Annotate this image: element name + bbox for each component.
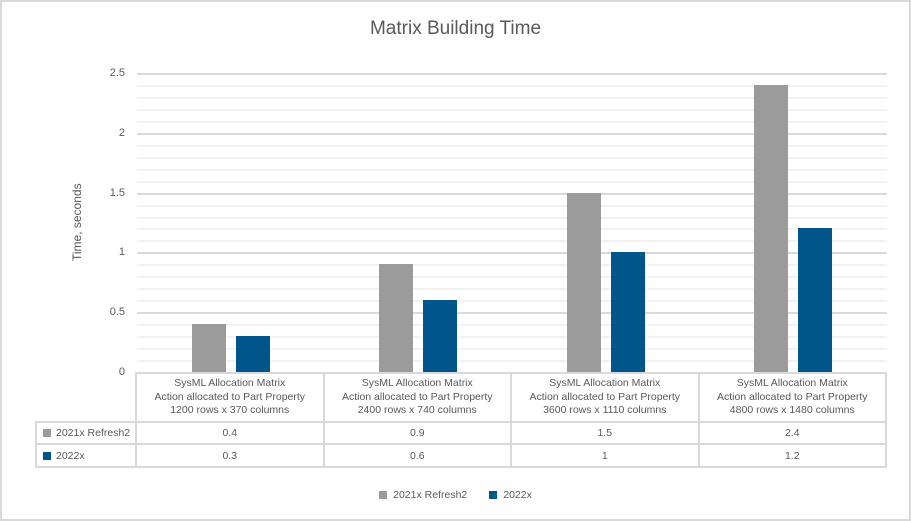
legend-key-swatch: [43, 429, 51, 437]
gridline-minor: [137, 205, 887, 207]
gridline-minor: [137, 300, 887, 302]
plot-area: [137, 73, 887, 372]
bar-2021x-refresh2: [191, 324, 226, 372]
category-label-line: 3600 rows x 1110 columns: [543, 404, 667, 417]
gridline-minor: [137, 181, 887, 183]
series-row-header: 2021x Refresh2: [35, 423, 137, 445]
gridline-minor: [137, 276, 887, 278]
chart-title: Matrix Building Time: [369, 18, 542, 39]
bar-group: [137, 73, 325, 372]
gridline-major: [137, 312, 887, 314]
value-cell: 1.2: [699, 445, 887, 468]
gridline-minor: [137, 360, 887, 362]
bar-2022x: [610, 252, 645, 372]
gridline-major: [137, 193, 887, 195]
bar-group: [700, 73, 888, 372]
legend-item: 2022x: [489, 489, 532, 501]
category-label-line: Action allocated to Part Property: [341, 390, 493, 403]
category-label-line: Action allocated to Part Property: [529, 390, 681, 403]
y-tick-label: 0: [118, 366, 125, 378]
bar-group: [325, 73, 513, 372]
value-cell: 0.9: [324, 423, 512, 445]
series-name-label: 2022x: [56, 449, 85, 462]
gridline-minor: [137, 157, 887, 159]
bar-group: [512, 73, 700, 372]
bar-2022x: [235, 336, 270, 372]
category-header-cell: SysML Allocation Matrix Action allocated …: [324, 372, 512, 423]
gridline-minor: [137, 264, 887, 266]
y-axis-title: Time, seconds: [70, 183, 84, 262]
legend-label: 2021x Refresh2: [393, 489, 468, 501]
gridline-minor: [137, 109, 887, 111]
gridline-major: [137, 73, 887, 75]
data-table: SysML Allocation Matrix Action allocated …: [35, 372, 887, 468]
y-tick-label: 1.5: [109, 187, 125, 199]
value-cell: 0.4: [137, 423, 325, 445]
gridline-major: [137, 133, 887, 135]
series-row-header: 2022x: [35, 445, 137, 468]
category-label-line: Action allocated to Part Property: [154, 390, 306, 403]
category-label-line: 2400 rows x 740 columns: [357, 404, 477, 417]
table-corner-cell: [35, 372, 137, 423]
category-label-line: SysML Allocation Matrix: [174, 376, 286, 389]
bar-2021x-refresh2: [754, 85, 789, 372]
category-label-line: SysML Allocation Matrix: [736, 376, 848, 389]
gridline-minor: [137, 85, 887, 87]
y-axis-ticks: 0 0.5 1 1.5 2 2.5: [90, 67, 130, 378]
category-label-line: 4800 rows x 1480 columns: [729, 404, 855, 417]
gridline-minor: [137, 336, 887, 338]
y-tick-label: 2: [118, 127, 125, 139]
category-header-cell: SysML Allocation Matrix Action allocated …: [512, 372, 700, 423]
bar-2021x-refresh2: [566, 193, 601, 372]
gridline-minor: [137, 121, 887, 123]
category-label-line: 1200 rows x 370 columns: [170, 404, 290, 417]
gridline-minor: [137, 324, 887, 326]
gridline-minor: [137, 169, 887, 171]
gridline-minor: [137, 348, 887, 350]
value-cell: 0.6: [324, 445, 512, 468]
category-header-cell: SysML Allocation Matrix Action allocated …: [137, 372, 325, 423]
gridline-minor: [137, 145, 887, 147]
value-cell: 0.3: [137, 445, 325, 468]
category-label-line: Action allocated to Part Property: [716, 390, 868, 403]
value-cell: 1: [512, 445, 700, 468]
bar-2022x: [798, 228, 833, 372]
category-label-line: SysML Allocation Matrix: [361, 376, 473, 389]
category-label-line: SysML Allocation Matrix: [549, 376, 661, 389]
legend-swatch: [489, 491, 498, 499]
legend-swatch: [379, 491, 388, 499]
legend: 2021x Refresh2 2022x: [2, 489, 909, 501]
gridline-minor: [137, 97, 887, 99]
value-cell: 1.5: [512, 423, 700, 445]
y-tick-label: 2.5: [109, 67, 125, 79]
legend-key-swatch: [43, 451, 51, 460]
y-tick-label: 0.5: [109, 306, 125, 318]
gridline-minor: [137, 217, 887, 219]
bar-2022x: [423, 300, 458, 372]
gridline-minor: [137, 240, 887, 242]
gridline-minor: [137, 228, 887, 230]
bar-2021x-refresh2: [379, 264, 414, 372]
value-cell: 2.4: [699, 423, 887, 445]
category-header-cell: SysML Allocation Matrix Action allocated …: [699, 372, 887, 423]
legend-item: 2021x Refresh2: [379, 489, 467, 501]
y-tick-label: 1: [118, 246, 125, 258]
gridline-minor: [137, 288, 887, 290]
legend-label: 2022x: [503, 489, 532, 501]
gridline-major: [137, 252, 887, 254]
series-name-label: 2021x Refresh2: [56, 427, 131, 439]
